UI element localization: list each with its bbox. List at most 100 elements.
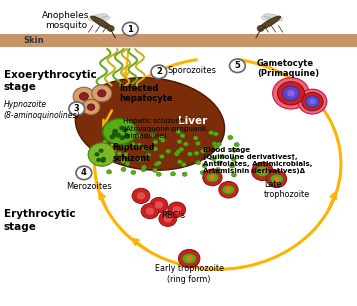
Circle shape	[277, 82, 305, 105]
Circle shape	[124, 152, 129, 157]
Circle shape	[213, 132, 218, 136]
Circle shape	[230, 59, 245, 73]
Text: Exoerythrocytic
stage: Exoerythrocytic stage	[4, 70, 96, 92]
Circle shape	[99, 148, 104, 153]
Circle shape	[101, 159, 106, 163]
Circle shape	[152, 168, 157, 173]
Text: Liver: Liver	[178, 116, 207, 126]
Circle shape	[115, 133, 121, 138]
Circle shape	[153, 147, 158, 151]
Circle shape	[137, 157, 142, 162]
Circle shape	[168, 202, 186, 217]
Circle shape	[82, 99, 100, 115]
Circle shape	[137, 192, 145, 200]
Circle shape	[166, 149, 171, 153]
Ellipse shape	[75, 78, 225, 170]
Circle shape	[76, 166, 92, 180]
Circle shape	[69, 102, 85, 115]
Circle shape	[159, 136, 164, 140]
Circle shape	[176, 129, 181, 134]
Circle shape	[181, 162, 186, 167]
Circle shape	[112, 131, 118, 136]
Circle shape	[231, 157, 236, 161]
Circle shape	[132, 188, 150, 203]
Circle shape	[196, 160, 201, 165]
Circle shape	[101, 157, 106, 161]
Circle shape	[153, 140, 158, 144]
Circle shape	[101, 162, 106, 166]
Text: Late
trophozoite: Late trophozoite	[264, 180, 310, 200]
Circle shape	[220, 154, 225, 159]
Circle shape	[102, 140, 107, 144]
Circle shape	[257, 25, 264, 32]
Circle shape	[217, 161, 222, 165]
Circle shape	[142, 165, 147, 169]
Circle shape	[154, 162, 159, 166]
Circle shape	[95, 152, 100, 156]
Circle shape	[171, 172, 176, 176]
Circle shape	[117, 151, 122, 156]
Circle shape	[203, 169, 222, 186]
Circle shape	[180, 134, 185, 138]
Circle shape	[79, 92, 89, 100]
Circle shape	[208, 169, 213, 174]
Text: Early trophozoite
(ring form): Early trophozoite (ring form)	[155, 264, 224, 284]
Circle shape	[110, 135, 115, 140]
Circle shape	[186, 256, 192, 261]
Circle shape	[298, 89, 327, 114]
Circle shape	[125, 162, 130, 166]
Ellipse shape	[206, 173, 219, 182]
Text: 4: 4	[81, 168, 87, 177]
Circle shape	[179, 147, 184, 151]
Circle shape	[302, 92, 323, 111]
Circle shape	[274, 177, 280, 181]
Circle shape	[105, 135, 110, 139]
Bar	[0, 34, 357, 47]
Text: Erythrocytic
stage: Erythrocytic stage	[4, 209, 75, 232]
Circle shape	[121, 167, 126, 171]
Circle shape	[156, 172, 161, 176]
Circle shape	[212, 142, 217, 146]
Circle shape	[183, 142, 188, 146]
Circle shape	[174, 152, 179, 156]
Text: Merozoites: Merozoites	[66, 182, 112, 191]
Circle shape	[107, 25, 114, 32]
Ellipse shape	[255, 166, 269, 176]
Ellipse shape	[270, 174, 283, 184]
Circle shape	[100, 151, 105, 156]
Circle shape	[287, 90, 295, 97]
Circle shape	[228, 135, 233, 140]
Circle shape	[88, 143, 115, 166]
Circle shape	[231, 173, 236, 177]
Circle shape	[177, 160, 182, 164]
Circle shape	[209, 131, 214, 135]
Text: 1: 1	[127, 24, 133, 34]
Circle shape	[200, 170, 205, 175]
Text: Skin: Skin	[23, 36, 44, 45]
Circle shape	[282, 86, 300, 101]
Text: Gametocyte
(Primaquine): Gametocyte (Primaquine)	[257, 59, 319, 78]
Text: 3: 3	[74, 104, 80, 113]
Circle shape	[112, 129, 118, 134]
Circle shape	[230, 164, 235, 168]
Circle shape	[119, 125, 125, 130]
Circle shape	[215, 168, 220, 172]
Ellipse shape	[182, 253, 196, 263]
Circle shape	[141, 203, 159, 219]
Circle shape	[121, 159, 126, 163]
Ellipse shape	[97, 16, 110, 23]
Circle shape	[210, 175, 215, 180]
Circle shape	[137, 143, 142, 147]
Ellipse shape	[263, 14, 283, 21]
Text: RBC's: RBC's	[161, 211, 185, 220]
Circle shape	[73, 87, 95, 106]
Circle shape	[178, 249, 200, 268]
Circle shape	[124, 134, 130, 139]
Text: Ruptured
schizont: Ruptured schizont	[112, 143, 155, 163]
Circle shape	[252, 162, 273, 181]
Circle shape	[159, 211, 177, 226]
Text: 5: 5	[235, 61, 240, 70]
Circle shape	[122, 127, 128, 132]
Circle shape	[306, 96, 319, 107]
Circle shape	[164, 215, 172, 222]
